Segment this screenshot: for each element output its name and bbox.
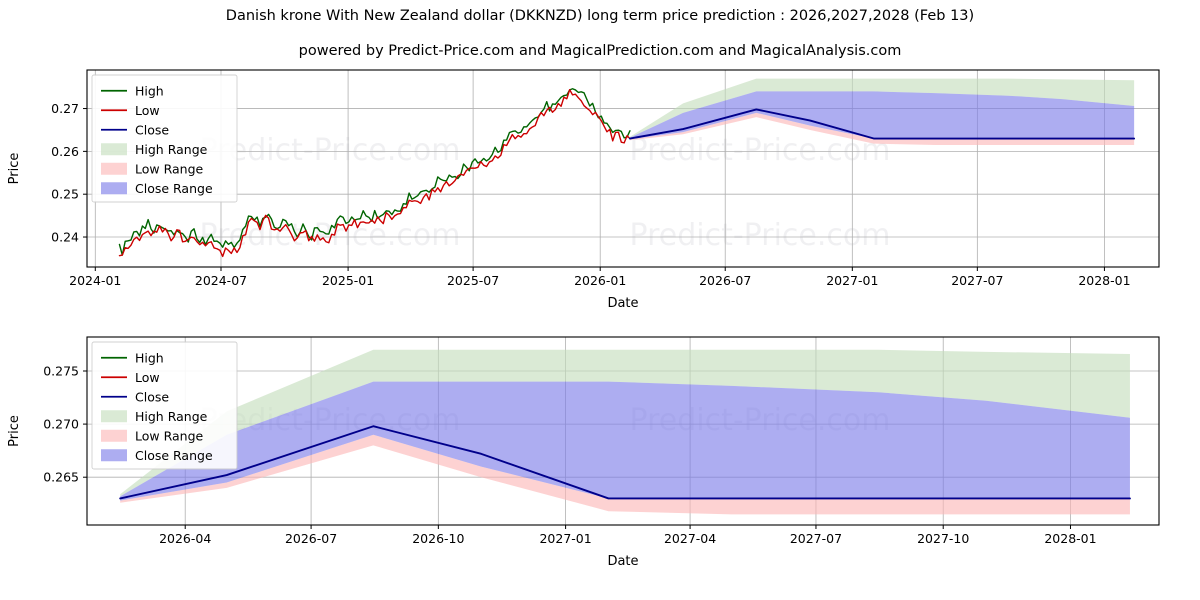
legend-label: High bbox=[135, 83, 164, 98]
low-series-line bbox=[118, 88, 631, 258]
legend-label: Close bbox=[135, 389, 169, 404]
legend-band-swatch bbox=[101, 449, 127, 462]
x-tick-label: 2026-01 bbox=[574, 273, 626, 288]
y-tick-label: 0.26 bbox=[51, 144, 79, 159]
close-range-band bbox=[629, 91, 1135, 140]
y-axis-title: Price bbox=[7, 153, 22, 185]
bottom-chart-svg: Predict-Price.comPredict-Price.com0.2650… bbox=[7, 336, 1160, 569]
watermark-text: Predict-Price.com bbox=[630, 218, 891, 253]
chart-legend: High Low Close High Range Low Range Close Ran… bbox=[91, 341, 238, 470]
data-layer bbox=[119, 349, 1131, 515]
legend-background bbox=[91, 341, 238, 470]
legend-label: Close bbox=[135, 122, 169, 137]
legend-label: Close Range bbox=[135, 448, 213, 463]
y-tick-label: 0.270 bbox=[43, 417, 79, 432]
chart-panel-top: Predict-Price.com Predict-Price.com Predic… bbox=[0, 60, 1200, 310]
x-tick-label: 2028-01 bbox=[1044, 531, 1096, 546]
legend-band-swatch bbox=[101, 182, 127, 195]
x-tick-label: 2026-07 bbox=[285, 531, 337, 546]
x-tick-label: 2027-01 bbox=[539, 531, 591, 546]
legend-label: Low bbox=[135, 103, 160, 118]
legend-label: High bbox=[135, 350, 164, 365]
chart-legend: High Low Close High Range Low Range Close Ran… bbox=[91, 74, 238, 203]
watermark-text: Predict-Price.com bbox=[200, 218, 461, 253]
legend-band-swatch bbox=[101, 162, 127, 175]
high-range-band bbox=[629, 78, 1135, 138]
watermark-text: Predict-Price.com bbox=[200, 133, 461, 168]
y-axis-title: Price bbox=[7, 415, 22, 447]
y-tick-label: 0.27 bbox=[51, 101, 79, 116]
page-subtitle: powered by Predict-Price.com and Magical… bbox=[298, 43, 902, 59]
legend-label: High Range bbox=[135, 409, 208, 424]
axes: 0.24 0.25 0.26 0.27 2024-01 2024-07 2025-01 202… bbox=[7, 69, 1160, 310]
x-tick-label: 2028-01 bbox=[1078, 273, 1130, 288]
axes: 0.265 0.270 0.275 2026-04 2026-07 2026-10 2027… bbox=[7, 336, 1160, 569]
close-range-band bbox=[120, 381, 1130, 501]
close-series-line bbox=[628, 108, 1136, 140]
y-tick-label: 0.25 bbox=[51, 187, 79, 202]
x-tick-label: 2025-01 bbox=[322, 273, 374, 288]
watermark-layer: Predict-Price.com Predict-Price.com Predic… bbox=[200, 133, 891, 253]
top-chart-svg: Predict-Price.com Predict-Price.com Predic… bbox=[7, 69, 1160, 310]
legend-label: Low bbox=[135, 370, 160, 385]
legend-band-swatch bbox=[101, 143, 127, 156]
legend-band-swatch bbox=[101, 429, 127, 442]
x-tick-label: 2027-10 bbox=[917, 531, 969, 546]
page-title: Danish krone With New Zealand dollar (DK… bbox=[225, 8, 975, 24]
legend-label: High Range bbox=[135, 142, 208, 157]
x-tick-label: 2027-04 bbox=[664, 531, 716, 546]
plot-border bbox=[86, 69, 1160, 268]
low-range-band bbox=[120, 434, 1130, 515]
x-tick-label: 2026-10 bbox=[412, 531, 464, 546]
y-tick-label: 0.24 bbox=[51, 230, 79, 245]
x-tick-label: 2027-01 bbox=[826, 273, 878, 288]
x-tick-label: 2027-07 bbox=[790, 531, 842, 546]
x-axis-title: Date bbox=[607, 296, 638, 310]
x-tick-label: 2027-07 bbox=[951, 273, 1003, 288]
legend-label: Low Range bbox=[135, 161, 204, 176]
x-tick-label: 2024-07 bbox=[195, 273, 247, 288]
legend-label: Close Range bbox=[135, 181, 213, 196]
chart-panel-bottom: Predict-Price.comPredict-Price.com0.2650… bbox=[0, 325, 1200, 600]
y-tick-label: 0.275 bbox=[43, 363, 79, 378]
x-tick-label: 2026-04 bbox=[159, 531, 211, 546]
legend-background bbox=[91, 74, 238, 203]
high-range-band bbox=[120, 349, 1130, 497]
legend-label: Low Range bbox=[135, 428, 204, 443]
x-axis-title: Date bbox=[607, 554, 638, 569]
plot-border bbox=[86, 336, 1160, 526]
watermark-text: Predict-Price.com bbox=[630, 133, 891, 168]
x-tick-label: 2025-07 bbox=[447, 273, 499, 288]
close-series-line bbox=[119, 425, 1131, 500]
x-tick-label: 2024-01 bbox=[69, 273, 121, 288]
data-layer bbox=[118, 78, 1136, 258]
y-tick-label: 0.265 bbox=[43, 470, 79, 485]
legend-band-swatch bbox=[101, 410, 127, 423]
high-series-line bbox=[118, 88, 631, 256]
x-tick-label: 2026-07 bbox=[699, 273, 751, 288]
